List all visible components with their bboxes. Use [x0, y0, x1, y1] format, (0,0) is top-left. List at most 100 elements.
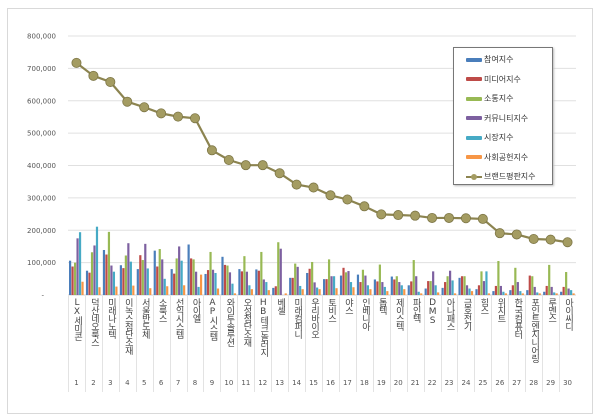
bar-시장지수 — [570, 290, 573, 295]
bar-사회공헌지수 — [386, 291, 389, 295]
rank-label: 25 — [478, 379, 488, 387]
category-label: 인베니아 — [359, 298, 370, 330]
bar-참여지수 — [407, 285, 410, 295]
line-point — [223, 154, 234, 165]
line-point — [240, 160, 251, 171]
category-label: 토비스 — [326, 298, 336, 322]
category-label: 아이씨디 — [563, 298, 574, 330]
line-point — [105, 76, 116, 87]
category-label: 힘스 — [478, 298, 489, 314]
bar-사회공헌지수 — [470, 291, 474, 295]
rank-label: 19 — [376, 379, 386, 387]
bar-참여지수 — [475, 289, 478, 295]
bar-소통지수 — [311, 261, 314, 295]
bar-미디어지수 — [240, 271, 244, 295]
bar-참여지수 — [306, 272, 309, 295]
bar-커뮤니티지수 — [499, 285, 502, 295]
bar-참여지수 — [560, 291, 563, 295]
bar-사회공헌지수 — [149, 288, 152, 295]
bar-소통지수 — [243, 256, 246, 295]
bar-커뮤니티지수 — [398, 282, 401, 295]
bar-미디어지수 — [105, 254, 108, 295]
category-divider — [338, 296, 340, 392]
rank-label: 12 — [258, 379, 268, 387]
line-point — [494, 228, 505, 239]
bar-커뮤니티지수 — [330, 276, 333, 295]
rank-label: 20 — [393, 379, 403, 387]
bar-시장지수 — [129, 261, 132, 295]
legend-label: 미디어지수 — [484, 74, 521, 84]
category-divider — [220, 296, 222, 392]
bar-소통지수 — [378, 264, 381, 295]
bar-미디어지수 — [494, 285, 498, 295]
line-point — [206, 145, 217, 156]
bar-미디어지수 — [460, 276, 464, 295]
category-label: 미래나노텍 — [105, 298, 116, 338]
bar-커뮤니티지수 — [110, 265, 113, 295]
legend-swatch — [466, 155, 482, 159]
bar-커뮤니티지수 — [296, 266, 299, 295]
bar-사회공헌지수 — [352, 287, 355, 295]
line-point — [511, 229, 522, 240]
rank-label: 1 — [74, 379, 79, 387]
legend-item: 시장지수 — [466, 132, 513, 143]
bar-소통지수 — [90, 252, 94, 295]
rank-label: 13 — [275, 379, 285, 387]
bar-미디어지수 — [376, 281, 379, 295]
category-label: DMS — [427, 298, 438, 325]
legend-swatch — [466, 116, 482, 120]
bar-시장지수 — [299, 285, 302, 295]
line-point — [308, 182, 319, 193]
category-label: 포인트엔지니어링 — [529, 298, 540, 362]
line-point — [274, 168, 285, 179]
legend-label: 커뮤니티지수 — [484, 113, 529, 123]
bar-미디어지수 — [528, 275, 531, 295]
legend-swatch — [466, 77, 482, 81]
category-divider — [559, 296, 561, 392]
category-divider — [84, 296, 86, 392]
y-tick-label: 600,000 — [27, 97, 56, 105]
bar-시장지수 — [434, 285, 437, 295]
rank-label: 18 — [359, 379, 369, 387]
bar-사회공헌지수 — [487, 293, 491, 295]
category-label: 이녹스첨단소재 — [122, 298, 133, 354]
category-divider — [440, 296, 442, 392]
bar-시장지수 — [383, 286, 386, 295]
bar-소통지수 — [548, 264, 551, 295]
bar-사회공헌지수 — [301, 289, 304, 295]
bar-미디어지수 — [308, 268, 311, 295]
category-label: 아나패스 — [444, 298, 455, 330]
bar-참여지수 — [441, 287, 444, 295]
line-point — [427, 212, 438, 223]
category-label: 선익시스템 — [173, 298, 184, 338]
category-label: 루멘스 — [546, 298, 557, 322]
rank-label: 14 — [292, 379, 302, 387]
category-divider — [135, 296, 137, 392]
category-label: LX세미콘 — [72, 298, 82, 340]
category-divider — [288, 296, 290, 392]
legend: 참여지수 미디어지수 소통지수 커뮤니티지수 시장지수 사회공헌지수 브랜드평판지수 — [453, 47, 553, 185]
bar-미디어지수 — [342, 267, 345, 295]
rank-label: 10 — [224, 379, 234, 387]
bar-커뮤니티지수 — [465, 285, 469, 295]
category-label: 미래컴퍼니 — [292, 298, 303, 338]
category-divider — [169, 296, 171, 392]
bar-참여지수 — [204, 273, 207, 295]
line-point — [460, 213, 471, 224]
bar-사회공헌지수 — [420, 293, 423, 295]
bar-참여지수 — [136, 269, 139, 295]
rank-label: 9 — [209, 379, 215, 387]
bar-미디어지수 — [410, 281, 413, 295]
line-point — [189, 113, 200, 124]
bar-시장지수 — [180, 260, 183, 295]
bar-사회공헌지수 — [132, 285, 135, 295]
bar-시장지수 — [332, 276, 336, 295]
bar-시장지수 — [519, 291, 522, 295]
bar-참여지수 — [543, 291, 546, 295]
bar-커뮤니티지수 — [195, 271, 198, 295]
line-point — [71, 57, 82, 68]
bar-커뮤니티지수 — [567, 288, 570, 295]
bar-커뮤니티지수 — [245, 271, 248, 295]
bar-시장지수 — [265, 282, 268, 295]
